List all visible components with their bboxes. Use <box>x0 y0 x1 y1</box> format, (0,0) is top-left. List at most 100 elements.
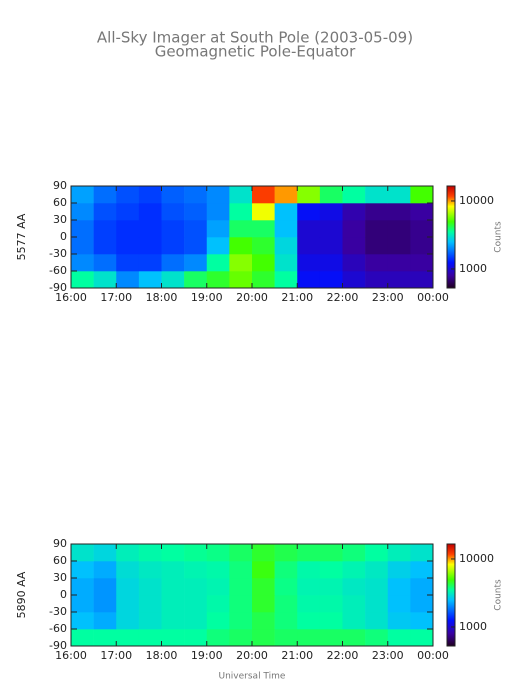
heat-cell <box>274 544 298 562</box>
heat-cell <box>138 237 162 255</box>
heat-cell <box>365 271 389 289</box>
heat-cell <box>387 203 411 221</box>
heat-cell <box>252 254 275 272</box>
heat-cell <box>252 544 275 562</box>
heat-cell <box>387 186 411 204</box>
x-tick-label: 20:00 <box>236 291 268 304</box>
heat-cell <box>184 203 208 221</box>
heat-cell <box>138 203 162 221</box>
heat-cell <box>252 561 275 579</box>
heat-cell <box>274 237 298 255</box>
heat-cell <box>138 254 162 272</box>
heat-cell <box>206 544 230 562</box>
heat-cell <box>410 271 434 289</box>
x-tick-label: 16:00 <box>55 291 87 304</box>
heat-cell <box>319 186 343 204</box>
heat-cell <box>71 561 94 579</box>
heat-cell <box>319 578 343 596</box>
x-tick-label: 22:00 <box>327 291 359 304</box>
heat-cell <box>229 220 253 238</box>
heat-cell <box>365 220 389 238</box>
heat-cell <box>116 203 140 221</box>
heat-cell <box>297 271 321 289</box>
x-tick-label: 19:00 <box>191 291 223 304</box>
heat-cell <box>138 271 162 289</box>
heat-cell <box>274 271 298 289</box>
heat-cell <box>387 254 411 272</box>
heat-cell <box>161 578 185 596</box>
heat-cell <box>274 220 298 238</box>
heat-cell <box>410 595 434 613</box>
heat-cell <box>229 203 253 221</box>
heat-cell <box>342 220 366 238</box>
heat-cell <box>138 612 162 630</box>
heat-cell <box>274 186 298 204</box>
heat-cell <box>184 271 208 289</box>
heat-cell <box>229 595 253 613</box>
heat-cell <box>274 254 298 272</box>
heat-cell <box>252 220 275 238</box>
heat-cell <box>71 203 94 221</box>
heat-cell <box>184 629 208 647</box>
heat-cell <box>387 271 411 289</box>
heat-cell <box>342 186 366 204</box>
heat-cell <box>229 186 253 204</box>
heat-cell <box>274 612 298 630</box>
heat-cell <box>161 237 185 255</box>
heat-cell <box>410 612 434 630</box>
heat-cell <box>342 595 366 613</box>
y-tick-label: 0 <box>60 230 67 243</box>
heat-cell <box>252 186 275 204</box>
heat-cell <box>116 595 140 613</box>
heat-cell <box>365 578 389 596</box>
heat-cell <box>184 237 208 255</box>
heat-cell <box>342 629 366 647</box>
heat-cell <box>365 237 389 255</box>
heat-cell <box>387 578 411 596</box>
heat-cell <box>93 595 117 613</box>
heat-cell <box>319 237 343 255</box>
heat-cell <box>71 578 94 596</box>
heat-cell <box>161 629 185 647</box>
y-tick-label: 90 <box>53 179 67 192</box>
heat-cell <box>138 578 162 596</box>
x-tick-label: 22:00 <box>327 649 359 662</box>
heat-cell <box>206 203 230 221</box>
heat-cell <box>206 561 230 579</box>
heat-cell <box>342 561 366 579</box>
y-tick-label: 60 <box>53 554 67 567</box>
heat-cell <box>410 561 434 579</box>
heat-cell <box>116 578 140 596</box>
heat-cell <box>410 578 434 596</box>
heat-cell <box>71 629 94 647</box>
colorbar-label: Counts <box>494 579 504 611</box>
y-axis-label: 5890 AA <box>15 571 28 618</box>
heat-cell <box>93 561 117 579</box>
heat-cell <box>116 561 140 579</box>
x-tick-label: 16:00 <box>55 649 87 662</box>
heat-cell <box>319 254 343 272</box>
heat-cell <box>138 544 162 562</box>
chart-title: All-Sky Imager at South Pole (2003-05-09… <box>97 29 413 47</box>
heat-cell <box>93 237 117 255</box>
heat-cell <box>71 220 94 238</box>
heat-cell <box>184 578 208 596</box>
colorbar-tick-label: 1000 <box>459 620 487 633</box>
heat-cell <box>184 561 208 579</box>
heat-cell <box>365 203 389 221</box>
x-tick-label: 20:00 <box>236 649 268 662</box>
heat-cell <box>206 271 230 289</box>
heat-cell <box>252 237 275 255</box>
y-tick-label: -30 <box>49 247 67 260</box>
heat-cell <box>161 203 185 221</box>
x-tick-label: 17:00 <box>100 649 132 662</box>
colorbar-label: Counts <box>494 221 504 253</box>
heat-cell <box>93 220 117 238</box>
heat-cell <box>274 561 298 579</box>
heat-cell <box>274 595 298 613</box>
heat-cell <box>342 612 366 630</box>
heat-cell <box>387 237 411 255</box>
heat-cell <box>116 237 140 255</box>
heat-cell <box>229 544 253 562</box>
